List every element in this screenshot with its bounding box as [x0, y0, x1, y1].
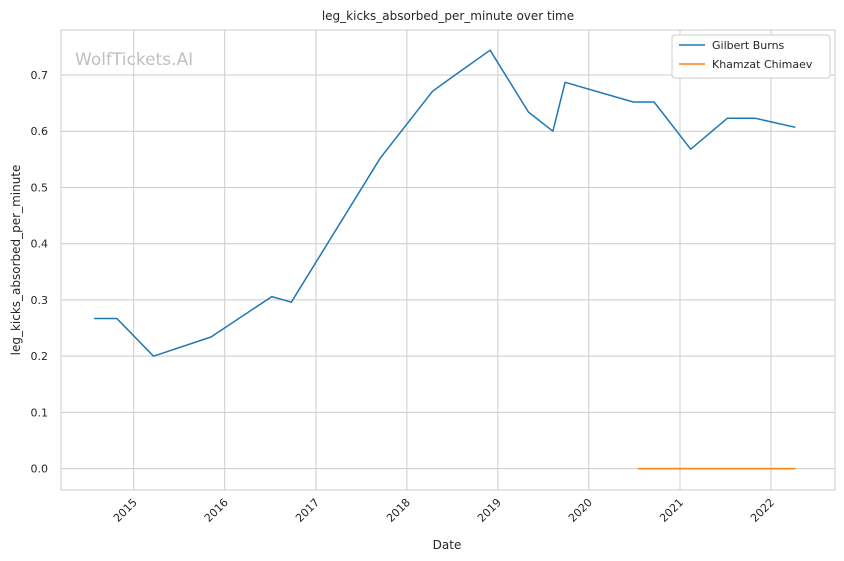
legend-label-khamzat-chimaev: Khamzat Chimaev — [712, 58, 813, 71]
y-tick-label: 0.3 — [31, 294, 49, 307]
y-tick-label: 0.7 — [31, 69, 49, 82]
legend: Gilbert Burns Khamzat Chimaev — [671, 34, 831, 79]
watermark: WolfTickets.AI — [75, 50, 193, 70]
series-line-gilbert-burns — [94, 49, 796, 357]
legend-box — [671, 34, 831, 79]
y-tick-label: 0.0 — [31, 463, 49, 476]
y-tick-label: 0.4 — [31, 238, 49, 251]
legend-label-gilbert-burns: Gilbert Burns — [712, 39, 785, 52]
y-tick-label: 0.2 — [31, 350, 49, 363]
x-axis-label: Date — [433, 538, 462, 552]
chart-title: leg_kicks_absorbed_per_minute over time — [322, 9, 574, 23]
y-axis-label: leg_kicks_absorbed_per_minute — [9, 165, 23, 356]
plot-area — [60, 29, 836, 491]
y-tick-label: 0.6 — [31, 125, 49, 138]
y-tick-label: 0.5 — [31, 181, 49, 194]
grid — [61, 30, 835, 490]
y-tick-label: 0.1 — [31, 406, 49, 419]
series-layer — [94, 49, 796, 470]
